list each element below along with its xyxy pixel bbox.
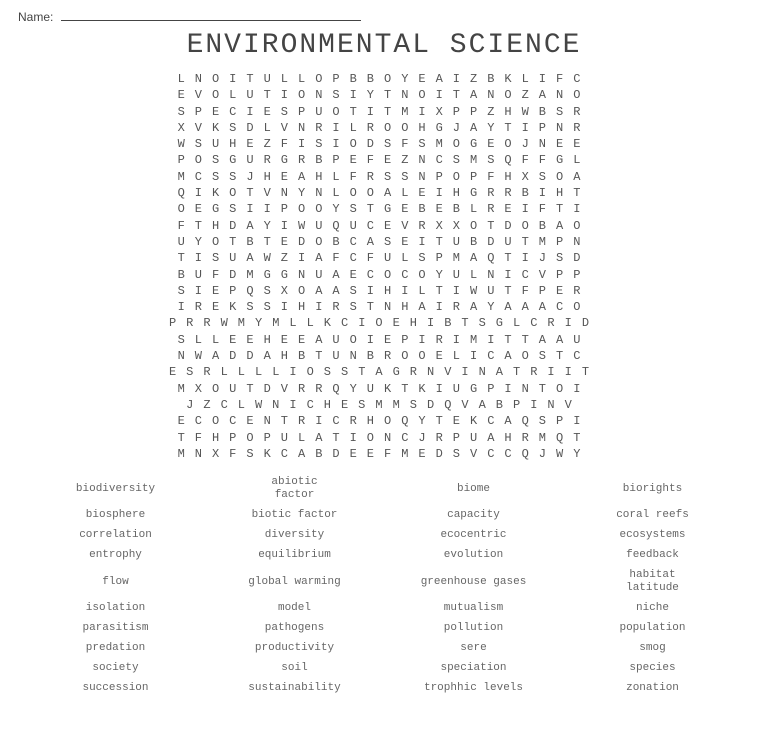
grid-row: LNOITULLOPBBOYEAIZBKLIFC bbox=[178, 71, 591, 87]
grid-row: TISUAWZIAFCFULSPMAQTIJSD bbox=[178, 250, 591, 266]
grid-row: POSGURGRBPEFEZNCSMSQFFGL bbox=[178, 152, 591, 168]
word-bank-item: capacity bbox=[386, 509, 561, 522]
word-bank-item: zonation bbox=[565, 682, 740, 695]
grid-row: SIEPQSXOAASIHILTIWUTFPER bbox=[178, 283, 591, 299]
word-bank-item: succession bbox=[28, 682, 203, 695]
grid-row: EVOLUTIONSIYTNOITANOZANO bbox=[178, 87, 591, 103]
grid-row: NWADDAHBTUNBROOELICAOSTC bbox=[178, 348, 591, 364]
grid-row: SPECIESPUOTITMIXPPZHWBSR bbox=[178, 104, 591, 120]
word-bank-item: feedback bbox=[565, 549, 740, 562]
word-bank-item: parasitism bbox=[28, 622, 203, 635]
word-bank-item: abioticfactor bbox=[207, 476, 382, 502]
word-search-grid: LNOITULLOPBBOYEAIZBKLIFCEVOLUTIONSIYTNOI… bbox=[18, 71, 750, 462]
word-bank-item: equilibrium bbox=[207, 549, 382, 562]
word-bank-item: sere bbox=[386, 642, 561, 655]
word-bank-item: biotic factor bbox=[207, 509, 382, 522]
word-bank-item: ecosystems bbox=[565, 529, 740, 542]
name-label: Name: bbox=[18, 10, 53, 24]
word-bank-item: flow bbox=[28, 569, 203, 595]
grid-row: ECOCENTRICRHOQYTEKCAQSPI bbox=[178, 413, 591, 429]
grid-row: XVKSDLVNRILROOHGJAYTIPNR bbox=[178, 120, 591, 136]
word-bank-item: productivity bbox=[207, 642, 382, 655]
name-underline bbox=[61, 11, 361, 21]
word-bank-item: habitatlatitude bbox=[565, 569, 740, 595]
word-bank-item: society bbox=[28, 662, 203, 675]
grid-row: QIKOTVNYNLOOALEIHGRRBIHT bbox=[178, 185, 591, 201]
word-bank-item: isolation bbox=[28, 602, 203, 615]
grid-row: TFHPOPULATIONCJRPUAHRMQT bbox=[178, 430, 591, 446]
word-bank-item: soil bbox=[207, 662, 382, 675]
word-bank-item: niche bbox=[565, 602, 740, 615]
word-bank-item: speciation bbox=[386, 662, 561, 675]
word-bank-item: ecocentric bbox=[386, 529, 561, 542]
word-bank-item: biome bbox=[386, 476, 561, 502]
grid-row: ESRLLLLIOSSTAGRNVINATRIIT bbox=[169, 364, 599, 380]
grid-row: MCSSJHEAHLFRSSNPOPFHXSOA bbox=[178, 169, 591, 185]
word-bank-item: correlation bbox=[28, 529, 203, 542]
page-title: ENVIRONMENTAL SCIENCE bbox=[18, 30, 750, 61]
grid-row: BUFDMGGNUAECOCOYULNICVPP bbox=[178, 267, 591, 283]
grid-row: SLLEEHEEAUOIEPIRIMITTAAU bbox=[178, 332, 591, 348]
word-bank: biodiversityabioticfactorbiomebiorights b… bbox=[18, 476, 750, 695]
word-bank-item: pathogens bbox=[207, 622, 382, 635]
word-bank-item: biodiversity bbox=[28, 476, 203, 502]
word-bank-item: biosphere bbox=[28, 509, 203, 522]
word-bank-item: evolution bbox=[386, 549, 561, 562]
word-bank-item: global warming bbox=[207, 569, 382, 595]
word-bank-item: mutualism bbox=[386, 602, 561, 615]
grid-row: IREKSSIHIRSTNHAIRAYAAACO bbox=[178, 299, 591, 315]
grid-row: JZCLWNICHESMMSDQVABPINV bbox=[186, 397, 582, 413]
word-bank-item: entrophy bbox=[28, 549, 203, 562]
word-bank-item: smog bbox=[565, 642, 740, 655]
word-bank-item: coral reefs bbox=[565, 509, 740, 522]
word-bank-item: model bbox=[207, 602, 382, 615]
grid-row: UYOTBTEDOBCASEITUBDUTMPN bbox=[178, 234, 591, 250]
word-bank-item: pollution bbox=[386, 622, 561, 635]
grid-row: MXOUTDVRRQYUKTKIUGPINTOI bbox=[178, 381, 591, 397]
word-bank-item: greenhouse gases bbox=[386, 569, 561, 595]
grid-row: OEGSIIPOOYSTGEBEBLREIFTI bbox=[178, 201, 591, 217]
grid-row: WSUHEZFISIODSFSMOGEOJNEE bbox=[178, 136, 591, 152]
word-bank-item: biorights bbox=[565, 476, 740, 502]
grid-row: MNXFSKCABDEEFMEDSVCCQJWY bbox=[178, 446, 591, 462]
word-bank-item: population bbox=[565, 622, 740, 635]
grid-row: PRRWMYMLLKCIOEHIBTSGLCRID bbox=[169, 315, 599, 331]
word-bank-item: sustainability bbox=[207, 682, 382, 695]
word-bank-item: species bbox=[565, 662, 740, 675]
name-field: Name: bbox=[18, 10, 750, 24]
word-bank-item: diversity bbox=[207, 529, 382, 542]
word-bank-item: trophhic levels bbox=[386, 682, 561, 695]
grid-row: FTHDAYIWUQUCEVRXXOTDOBAO bbox=[178, 218, 591, 234]
word-bank-item: predation bbox=[28, 642, 203, 655]
